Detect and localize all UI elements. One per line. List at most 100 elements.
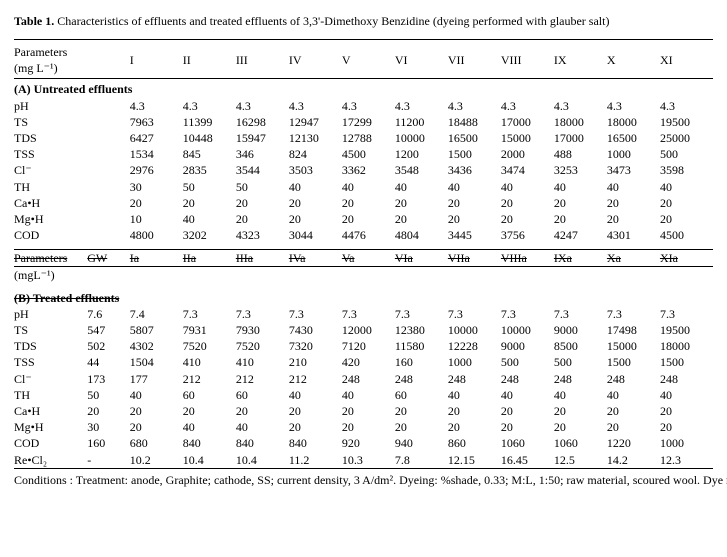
value-cell: 12.5 (554, 452, 607, 469)
param-cell: Ca•H (14, 403, 87, 419)
value-cell: 3544 (236, 162, 289, 178)
value-cell: 680 (130, 435, 183, 451)
value-cell: 12130 (289, 130, 342, 146)
value-cell: 40 (660, 387, 713, 403)
col-head: IIIa (236, 250, 289, 267)
value-cell: 7.3 (501, 306, 554, 322)
value-cell: 4.3 (342, 98, 395, 114)
value-cell: 2976 (130, 162, 183, 178)
value-cell: 19500 (660, 322, 713, 338)
value-cell: 212 (183, 371, 236, 387)
col-head: XIa (660, 250, 713, 267)
header-a-param-l1: Parameters (14, 44, 130, 60)
value-cell: 500 (660, 146, 713, 162)
value-cell: 20 (342, 195, 395, 211)
value-cell: 20 (660, 403, 713, 419)
value-cell: 4247 (554, 227, 607, 243)
value-cell: 20 (130, 419, 183, 435)
value-cell: 11580 (395, 338, 448, 354)
value-cell: 160 (395, 354, 448, 370)
value-cell: 4.3 (395, 98, 448, 114)
value-cell: 12228 (448, 338, 501, 354)
col-head: IX (554, 40, 607, 79)
value-cell: 20 (554, 211, 607, 227)
value-cell: 7.3 (342, 306, 395, 322)
value-cell: 7120 (342, 338, 395, 354)
value-cell: 30 (130, 179, 183, 195)
value-cell: 12.3 (660, 452, 713, 469)
value-cell: 4.3 (130, 98, 183, 114)
table-row: Mg•H302040402020202020202020 (14, 419, 713, 435)
value-cell: 40 (342, 387, 395, 403)
col-head: I (130, 40, 183, 79)
value-cell: 20 (554, 419, 607, 435)
value-cell: 2000 (501, 146, 554, 162)
value-cell: 845 (183, 146, 236, 162)
table-row: TH3050504040404040404040 (14, 179, 713, 195)
value-cell: 7320 (289, 338, 342, 354)
value-cell: 18000 (607, 114, 660, 130)
value-cell: 1534 (130, 146, 183, 162)
value-cell: 4.3 (183, 98, 236, 114)
table-row: Ca•H2020202020202020202020 (14, 195, 713, 211)
param-cell: Mg•H (14, 211, 130, 227)
value-cell: 1000 (660, 435, 713, 451)
value-cell: 3473 (607, 162, 660, 178)
value-cell: 1500 (660, 354, 713, 370)
value-cell: 20 (660, 211, 713, 227)
value-cell: 20 (130, 403, 183, 419)
param-cell: COD (14, 435, 87, 451)
value-cell: 44 (87, 354, 130, 370)
value-cell: - (87, 452, 130, 469)
table-label: Table 1. (14, 14, 54, 28)
value-cell: 1504 (130, 354, 183, 370)
col-head: Ia (130, 250, 183, 267)
value-cell: 3598 (660, 162, 713, 178)
value-cell: 210 (289, 354, 342, 370)
value-cell: 4.3 (448, 98, 501, 114)
header-b-param-l1: Parameters (14, 250, 87, 267)
table-row: TS79631139916298129471729911200184881700… (14, 114, 713, 130)
value-cell: 10.2 (130, 452, 183, 469)
value-cell: 20 (501, 211, 554, 227)
value-cell: 11200 (395, 114, 448, 130)
value-cell: 1060 (501, 435, 554, 451)
col-head: VI (395, 40, 448, 79)
value-cell: 19500 (660, 114, 713, 130)
footnote-row: Conditions : Treatment: anode, Graphite;… (14, 468, 713, 488)
param-cell: Re•Cl₂ (14, 452, 87, 469)
value-cell: 40 (660, 179, 713, 195)
value-cell: 4.3 (554, 98, 607, 114)
value-cell: 18000 (554, 114, 607, 130)
value-cell: 4323 (236, 227, 289, 243)
col-head: XI (660, 40, 713, 79)
table-row: TDS5024302752075207320712011580122289000… (14, 338, 713, 354)
value-cell: 20 (87, 403, 130, 419)
value-cell: 30 (87, 419, 130, 435)
value-cell: 40 (130, 387, 183, 403)
value-cell: 50 (236, 179, 289, 195)
value-cell: 40 (554, 179, 607, 195)
value-cell: 7.3 (607, 306, 660, 322)
col-head: GW (87, 250, 130, 267)
param-cell: COD (14, 227, 130, 243)
value-cell: 40 (289, 387, 342, 403)
value-cell: 10000 (448, 322, 501, 338)
col-head: X (607, 40, 660, 79)
value-cell: 12380 (395, 322, 448, 338)
value-cell: 10448 (183, 130, 236, 146)
value-cell: 860 (448, 435, 501, 451)
value-cell: 500 (554, 354, 607, 370)
value-cell: 17498 (607, 322, 660, 338)
value-cell: 3445 (448, 227, 501, 243)
col-head: IV (289, 40, 342, 79)
value-cell: 840 (183, 435, 236, 451)
value-cell: 10000 (501, 322, 554, 338)
value-cell: 11.2 (289, 452, 342, 469)
value-cell: 410 (183, 354, 236, 370)
value-cell: 4804 (395, 227, 448, 243)
value-cell: 4.3 (501, 98, 554, 114)
value-cell: 173 (87, 371, 130, 387)
value-cell: 7931 (183, 322, 236, 338)
table-row: pH7.67.47.37.37.37.37.37.37.37.37.37.3 (14, 306, 713, 322)
